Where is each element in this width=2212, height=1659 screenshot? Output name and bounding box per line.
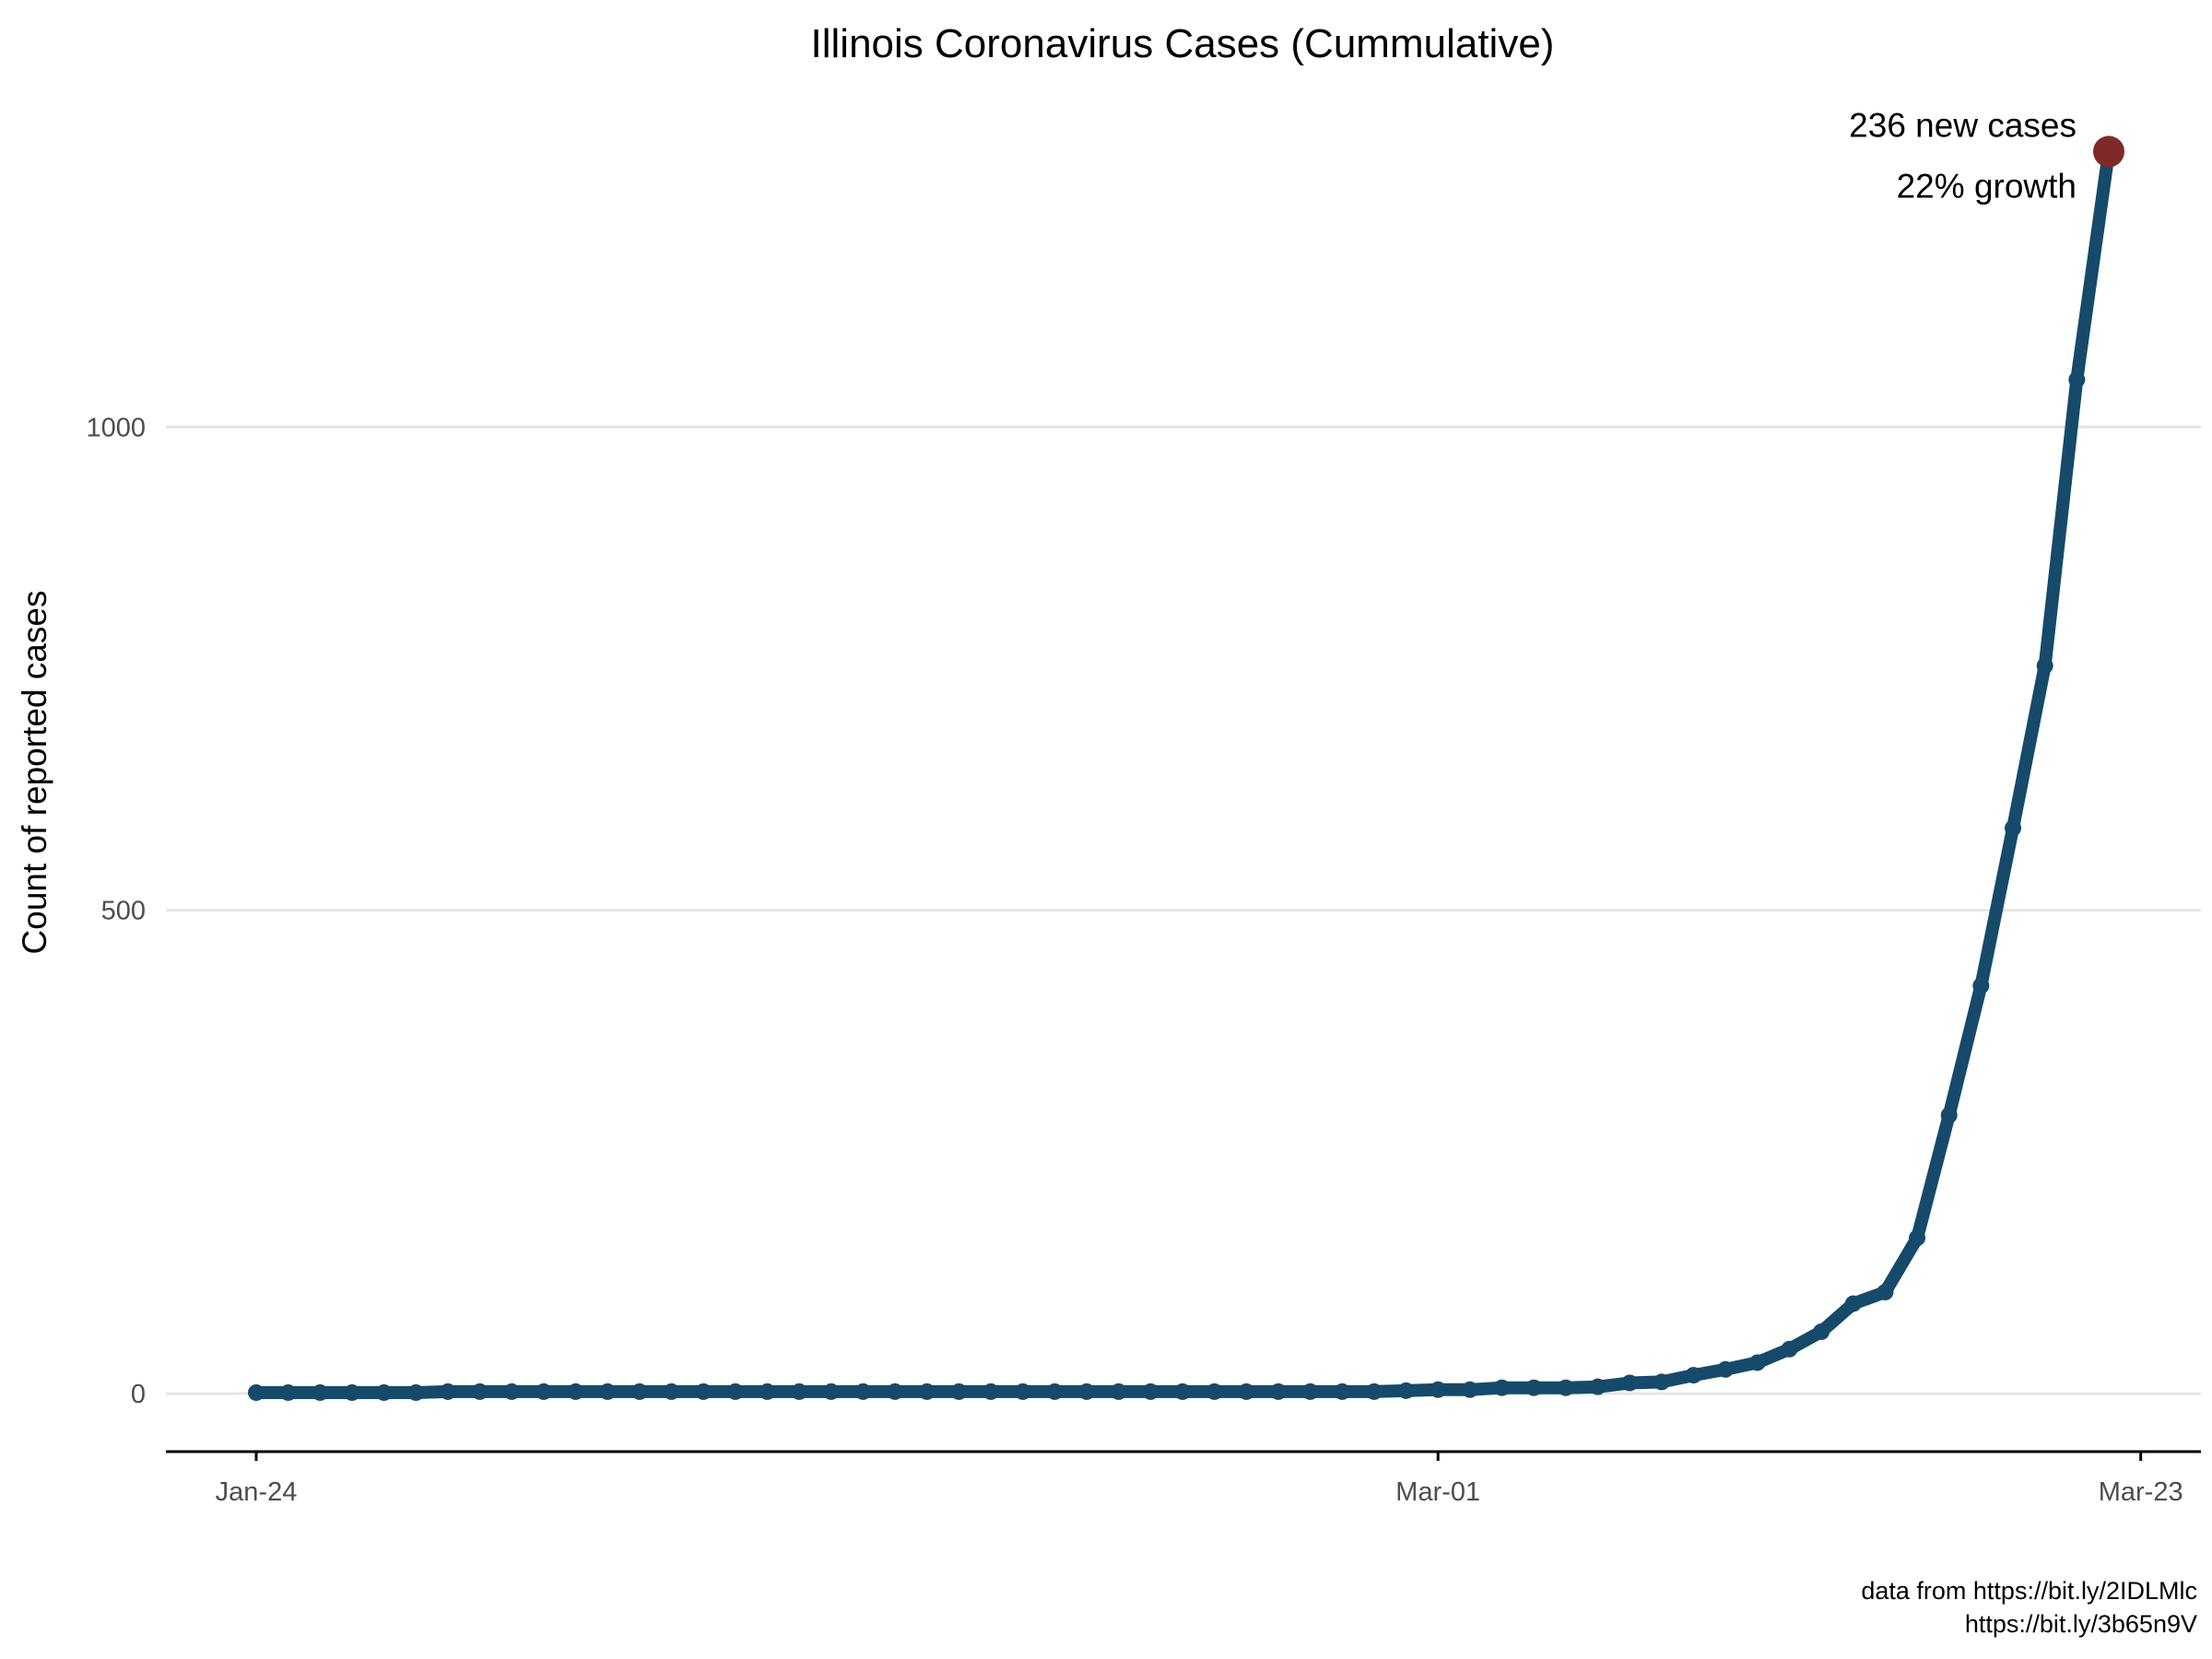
data-point [1940, 1106, 1958, 1124]
chart-title: Illinois Coronavirus Cases (Cummulative) [811, 21, 1555, 66]
data-point [1589, 1378, 1606, 1395]
data-point [1748, 1354, 1766, 1371]
x-tick-label: Jan-24 [216, 1477, 298, 1507]
caption-source: data from https://bit.ly/2IDLMlc [1861, 1577, 2197, 1605]
data-point [1430, 1381, 1447, 1398]
data-point [759, 1382, 776, 1400]
data-point [1525, 1379, 1543, 1396]
annotation-growth: 22% growth [1897, 167, 2077, 205]
data-point [2068, 371, 2086, 388]
data-point [1972, 977, 1990, 994]
data-point [407, 1383, 425, 1401]
data-point [248, 1383, 265, 1401]
data-point [1334, 1382, 1351, 1400]
series-points [248, 135, 2124, 1401]
data-point [1877, 1283, 1894, 1300]
data-point [1301, 1382, 1319, 1400]
highlight-point [2093, 135, 2124, 168]
caption-link: https://bit.ly/3b65n9V [1965, 1610, 2197, 1638]
data-point [1238, 1382, 1255, 1400]
data-point [599, 1382, 617, 1400]
data-point [1206, 1382, 1223, 1400]
annotation-new-cases: 236 new cases [1849, 106, 2077, 144]
data-point [439, 1382, 456, 1400]
data-point [1557, 1379, 1574, 1396]
x-tick-label: Mar-01 [1395, 1477, 1480, 1507]
data-point [854, 1382, 872, 1400]
y-axis-ticks: 0 500 1000 [86, 413, 146, 1409]
data-point [918, 1382, 935, 1400]
data-point [1461, 1381, 1478, 1398]
data-point [1493, 1379, 1511, 1396]
data-point [1621, 1374, 1639, 1392]
x-axis-ticks: Jan-24 Mar-01 Mar-23 [216, 1452, 2183, 1507]
data-point [1014, 1382, 1031, 1400]
data-point [1653, 1373, 1670, 1391]
data-point [1844, 1295, 1862, 1312]
gridlines [166, 425, 2201, 1395]
data-point [1269, 1382, 1287, 1400]
data-point [1717, 1360, 1735, 1378]
x-tick-label: Mar-23 [2099, 1477, 2183, 1507]
y-tick-label: 0 [131, 1380, 146, 1409]
data-point [503, 1382, 521, 1400]
data-point [1365, 1382, 1382, 1400]
y-axis-label: Count of reported cases [16, 591, 53, 955]
data-point [982, 1382, 1000, 1400]
data-point [1142, 1382, 1159, 1400]
data-point [887, 1382, 904, 1400]
data-point [343, 1383, 360, 1401]
data-point [1781, 1340, 1798, 1358]
data-point [822, 1382, 840, 1400]
data-point [1909, 1230, 1926, 1247]
data-point [535, 1382, 552, 1400]
data-point [312, 1383, 329, 1401]
data-point [567, 1382, 584, 1400]
series-line [250, 145, 2115, 1399]
data-point [1685, 1367, 1702, 1384]
data-point [1046, 1382, 1064, 1400]
data-point [950, 1382, 968, 1400]
data-point [726, 1382, 744, 1400]
y-tick-label: 1000 [86, 413, 146, 442]
data-point [2036, 657, 2053, 675]
data-point [695, 1382, 712, 1400]
data-point [375, 1383, 393, 1401]
data-point [1110, 1382, 1127, 1400]
data-point [471, 1382, 488, 1400]
data-point [630, 1382, 648, 1400]
data-point [1174, 1382, 1191, 1400]
data-point [1813, 1323, 1830, 1340]
data-point [791, 1382, 808, 1400]
y-tick-label: 500 [101, 897, 146, 926]
data-point [279, 1383, 297, 1401]
data-point [1078, 1382, 1096, 1400]
data-point [1397, 1382, 1415, 1399]
data-point [663, 1382, 680, 1400]
data-point [2005, 819, 2022, 837]
